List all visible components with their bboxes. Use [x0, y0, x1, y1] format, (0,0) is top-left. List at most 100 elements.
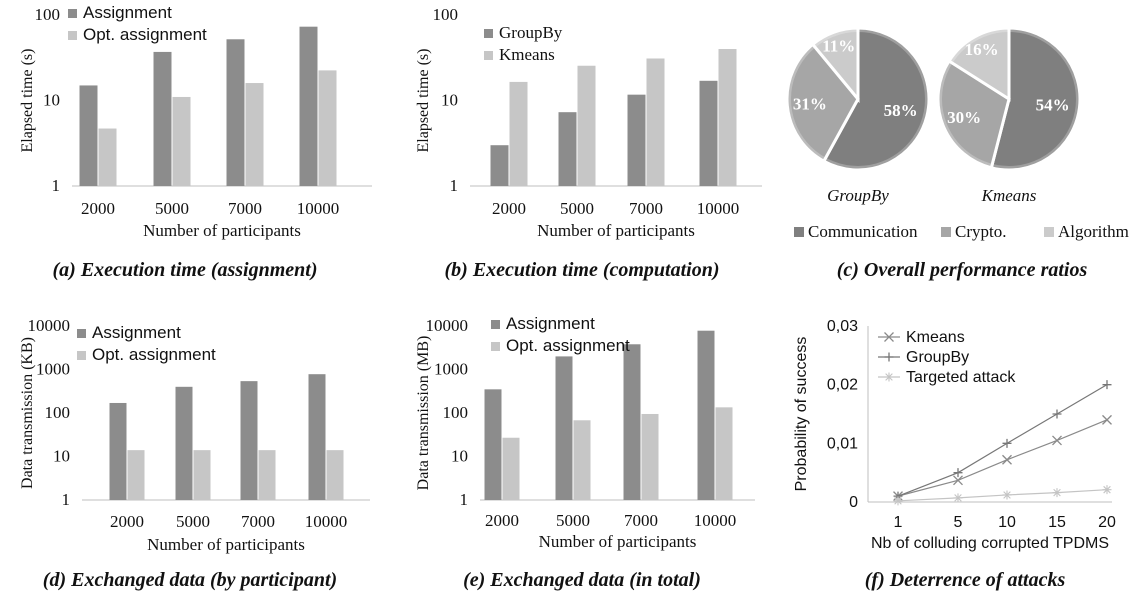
chart-e: 1 10 100 1000 10000 2000 5000 7000 10000 Number o…: [415, 314, 755, 591]
bar-assignment-2000: [109, 402, 127, 500]
data-point-star: [1102, 485, 1112, 495]
y-tick-label: 10: [441, 91, 458, 110]
y-tick-label: 100: [45, 403, 71, 422]
y-tick-label: 100: [433, 5, 459, 24]
legend-label: Opt. assignment: [92, 345, 216, 364]
y-tick-label: 100: [35, 5, 61, 24]
bar-assignment-10000: [299, 26, 318, 186]
chart-a: 1 10 100 2000 5000 7000 10000 Number of partici…: [19, 3, 372, 281]
figure-caption: (a) Execution time (assignment): [53, 259, 318, 281]
data-point-plus: [884, 352, 894, 362]
legend-swatch: [491, 320, 500, 329]
bar-opt-assignment-2000: [502, 437, 520, 500]
bar-opt-assignment-10000: [326, 450, 344, 500]
bar-assignment-10000: [697, 330, 715, 500]
pie-slice-label: 16%: [965, 40, 999, 59]
pie-rim: [787, 28, 929, 170]
legend-label: Kmeans: [499, 45, 555, 64]
pie-slice-label: 30%: [947, 108, 981, 127]
legend-label: GroupBy: [499, 23, 563, 42]
pie-rim: [938, 28, 1080, 170]
bar-groupby-2000: [490, 145, 509, 186]
x-tick-label: 2000: [492, 199, 526, 218]
pie-slice-label: 58%: [884, 101, 918, 120]
legend-label: Assignment: [92, 323, 181, 342]
y-axis-label: Data transmission (MB): [415, 336, 432, 491]
data-point-plus: [1052, 409, 1062, 419]
data-point-star: [893, 496, 903, 506]
pie-slice-algorithm: [810, 26, 860, 104]
data-point-plus: [1102, 380, 1112, 390]
y-tick-label: 100: [443, 403, 469, 422]
y-tick-label: 1: [62, 490, 71, 509]
data-point-x: [1002, 454, 1012, 465]
legend-swatch: [491, 342, 500, 351]
pie-slice-crypto-: [936, 58, 1011, 170]
y-tick-label: 0,03: [827, 318, 858, 335]
x-tick-label: 20: [1098, 514, 1116, 531]
bar-assignment-7000: [226, 39, 245, 187]
figure-caption: (e) Exchanged data (in total): [463, 569, 701, 591]
legend-label: Communication: [808, 222, 918, 241]
series-line-groupby: [897, 384, 1108, 497]
bar-kmeans-7000: [646, 58, 665, 187]
data-point-star: [1002, 490, 1012, 500]
y-tick-label: 1000: [36, 360, 70, 379]
y-tick-label: 1: [52, 176, 61, 195]
data-point-x: [1102, 414, 1112, 425]
x-tick-label: 10000: [694, 511, 737, 530]
x-tick-label: 5000: [556, 511, 590, 530]
bar-opt-assignment-7000: [245, 83, 264, 186]
pie-slice-communication: [821, 26, 931, 172]
series-line-kmeans: [897, 419, 1108, 497]
legend-label: GroupBy: [906, 349, 969, 366]
bar-groupby-10000: [699, 80, 718, 186]
bar-assignment-5000: [175, 386, 193, 500]
legend-label: Crypto.: [955, 222, 1006, 241]
pie-label: Kmeans: [981, 186, 1037, 205]
chart-c: 58% 31% 11% GroupBy 54% 30% 16% Kmeans Communica…: [785, 26, 1129, 281]
x-tick-label: 5: [954, 514, 963, 531]
bar-groupby-7000: [627, 94, 646, 186]
bar-opt-assignment-2000: [98, 128, 117, 186]
data-point-star: [953, 493, 963, 503]
x-tick-label: 10: [998, 514, 1016, 531]
x-tick-label: 7000: [228, 199, 262, 218]
x-tick-label: 5000: [155, 199, 189, 218]
legend-label: Assignment: [506, 314, 595, 333]
x-axis-label: Number of participants: [147, 535, 305, 554]
pie-slice-label: 54%: [1036, 96, 1070, 115]
x-tick-label: 15: [1048, 514, 1066, 531]
data-point-plus: [953, 468, 963, 478]
legend-label: Kmeans: [906, 329, 965, 346]
legend-label: Assignment: [83, 3, 172, 22]
y-tick-label: 0,01: [827, 435, 858, 452]
bar-assignment-5000: [555, 356, 573, 500]
legend-label: Targeted attack: [906, 369, 1016, 386]
y-tick-label: 10000: [28, 316, 71, 335]
x-tick-label: 10000: [697, 199, 740, 218]
y-tick-label: 10: [451, 447, 468, 466]
x-tick-label: 7000: [241, 512, 275, 531]
x-tick-label: 10000: [297, 199, 340, 218]
x-axis-label: Number of participants: [537, 221, 695, 240]
y-tick-label: 1: [460, 490, 469, 509]
x-axis-label: Number of participants: [143, 221, 301, 240]
data-point-x: [1052, 435, 1062, 446]
y-axis-label: Probability of success: [793, 337, 810, 492]
x-axis-label: Number of participants: [539, 532, 697, 551]
bar-assignment-5000: [153, 51, 172, 187]
data-point-x: [953, 475, 963, 486]
legend-swatch: [484, 51, 493, 60]
x-tick-label: 5000: [176, 512, 210, 531]
figure-caption: (c) Overall performance ratios: [837, 259, 1088, 281]
figure-caption: (f) Deterrence of attacks: [865, 569, 1066, 591]
legend-label: Opt. assignment: [506, 336, 630, 355]
bar-opt-assignment-5000: [573, 420, 591, 500]
pie-slice-algorithm: [946, 26, 1011, 102]
bar-opt-assignment-5000: [172, 96, 191, 186]
legend-swatch: [68, 9, 77, 18]
x-axis-label: Nb of colluding corrupted TPDMS: [871, 535, 1109, 552]
bar-opt-assignment-2000: [127, 450, 145, 500]
